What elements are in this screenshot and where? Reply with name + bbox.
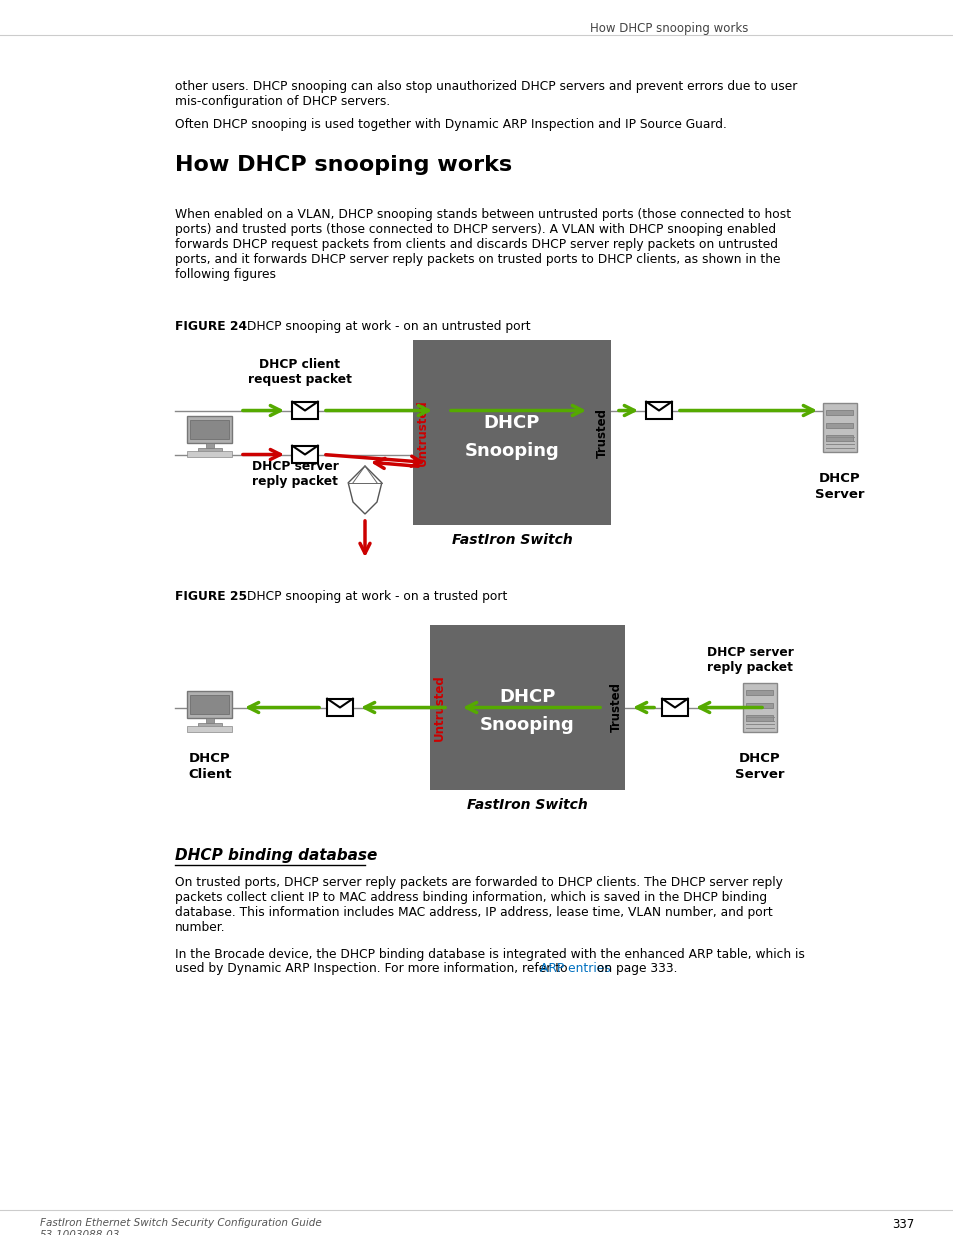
Text: FastIron Switch: FastIron Switch xyxy=(451,534,572,547)
Text: DHCP server
reply packet: DHCP server reply packet xyxy=(252,459,338,488)
Bar xyxy=(206,719,213,724)
Text: DHCP
Server: DHCP Server xyxy=(815,473,863,500)
Bar xyxy=(430,625,624,790)
Text: How DHCP snooping works: How DHCP snooping works xyxy=(589,22,747,35)
Text: DHCP snooping at work - on an untrusted port: DHCP snooping at work - on an untrusted … xyxy=(243,320,530,333)
Bar xyxy=(191,695,230,714)
Bar xyxy=(292,446,317,463)
Text: Untrusted: Untrusted xyxy=(416,399,428,466)
Bar xyxy=(413,340,610,525)
Text: Trusted: Trusted xyxy=(595,408,608,457)
Polygon shape xyxy=(348,466,381,514)
Bar xyxy=(198,448,222,452)
Text: DHCP snooping at work - on a trusted port: DHCP snooping at work - on a trusted por… xyxy=(243,590,507,603)
Bar xyxy=(206,443,213,448)
Bar xyxy=(645,401,671,420)
Text: FastIron Switch: FastIron Switch xyxy=(467,798,587,811)
Text: Often DHCP snooping is used together with Dynamic ARP Inspection and IP Source G: Often DHCP snooping is used together wit… xyxy=(174,119,726,131)
Bar xyxy=(188,726,233,732)
Bar xyxy=(745,690,773,695)
Text: DHCP: DHCP xyxy=(498,688,555,706)
Bar xyxy=(292,401,317,420)
Text: on page 333.: on page 333. xyxy=(593,962,677,974)
Text: DHCP binding database: DHCP binding database xyxy=(174,848,377,863)
Text: DHCP
Client: DHCP Client xyxy=(188,752,232,781)
Bar xyxy=(198,724,222,727)
Bar xyxy=(745,703,773,708)
Text: Trusted: Trusted xyxy=(609,683,622,732)
Text: DHCP: DHCP xyxy=(483,414,539,431)
Bar xyxy=(188,416,233,443)
Text: Untrusted: Untrusted xyxy=(432,674,445,741)
Text: 337: 337 xyxy=(891,1218,913,1231)
Text: used by Dynamic ARP Inspection. For more information, refer to: used by Dynamic ARP Inspection. For more… xyxy=(174,962,571,974)
Text: When enabled on a VLAN, DHCP snooping stands between untrusted ports (those conn: When enabled on a VLAN, DHCP snooping st… xyxy=(174,207,790,282)
Bar xyxy=(825,422,853,429)
Text: On trusted ports, DHCP server reply packets are forwarded to DHCP clients. The D: On trusted ports, DHCP server reply pack… xyxy=(174,876,782,934)
Text: How DHCP snooping works: How DHCP snooping works xyxy=(174,156,512,175)
Bar xyxy=(188,451,233,457)
Bar xyxy=(327,699,353,716)
Text: FIGURE 25: FIGURE 25 xyxy=(174,590,247,603)
Text: DHCP server
reply packet: DHCP server reply packet xyxy=(706,646,793,673)
Text: FIGURE 24: FIGURE 24 xyxy=(174,320,247,333)
Bar xyxy=(191,420,230,440)
Text: Snooping: Snooping xyxy=(479,716,575,735)
Bar xyxy=(825,410,853,415)
Bar xyxy=(742,683,777,732)
Text: Snooping: Snooping xyxy=(464,441,558,459)
Bar xyxy=(188,692,233,719)
Text: ARP entries: ARP entries xyxy=(539,962,610,974)
Bar xyxy=(745,715,773,720)
Text: DHCP client
request packet: DHCP client request packet xyxy=(248,358,352,387)
Text: FastIron Ethernet Switch Security Configuration Guide
53-1003088-03: FastIron Ethernet Switch Security Config… xyxy=(40,1218,321,1235)
Text: In the Brocade device, the DHCP binding database is integrated with the enhanced: In the Brocade device, the DHCP binding … xyxy=(174,948,804,961)
Bar xyxy=(825,435,853,441)
Text: other users. DHCP snooping can also stop unauthorized DHCP servers and prevent e: other users. DHCP snooping can also stop… xyxy=(174,80,797,107)
Bar xyxy=(661,699,687,716)
Bar xyxy=(822,403,856,452)
Text: DHCP
Server: DHCP Server xyxy=(735,752,784,781)
